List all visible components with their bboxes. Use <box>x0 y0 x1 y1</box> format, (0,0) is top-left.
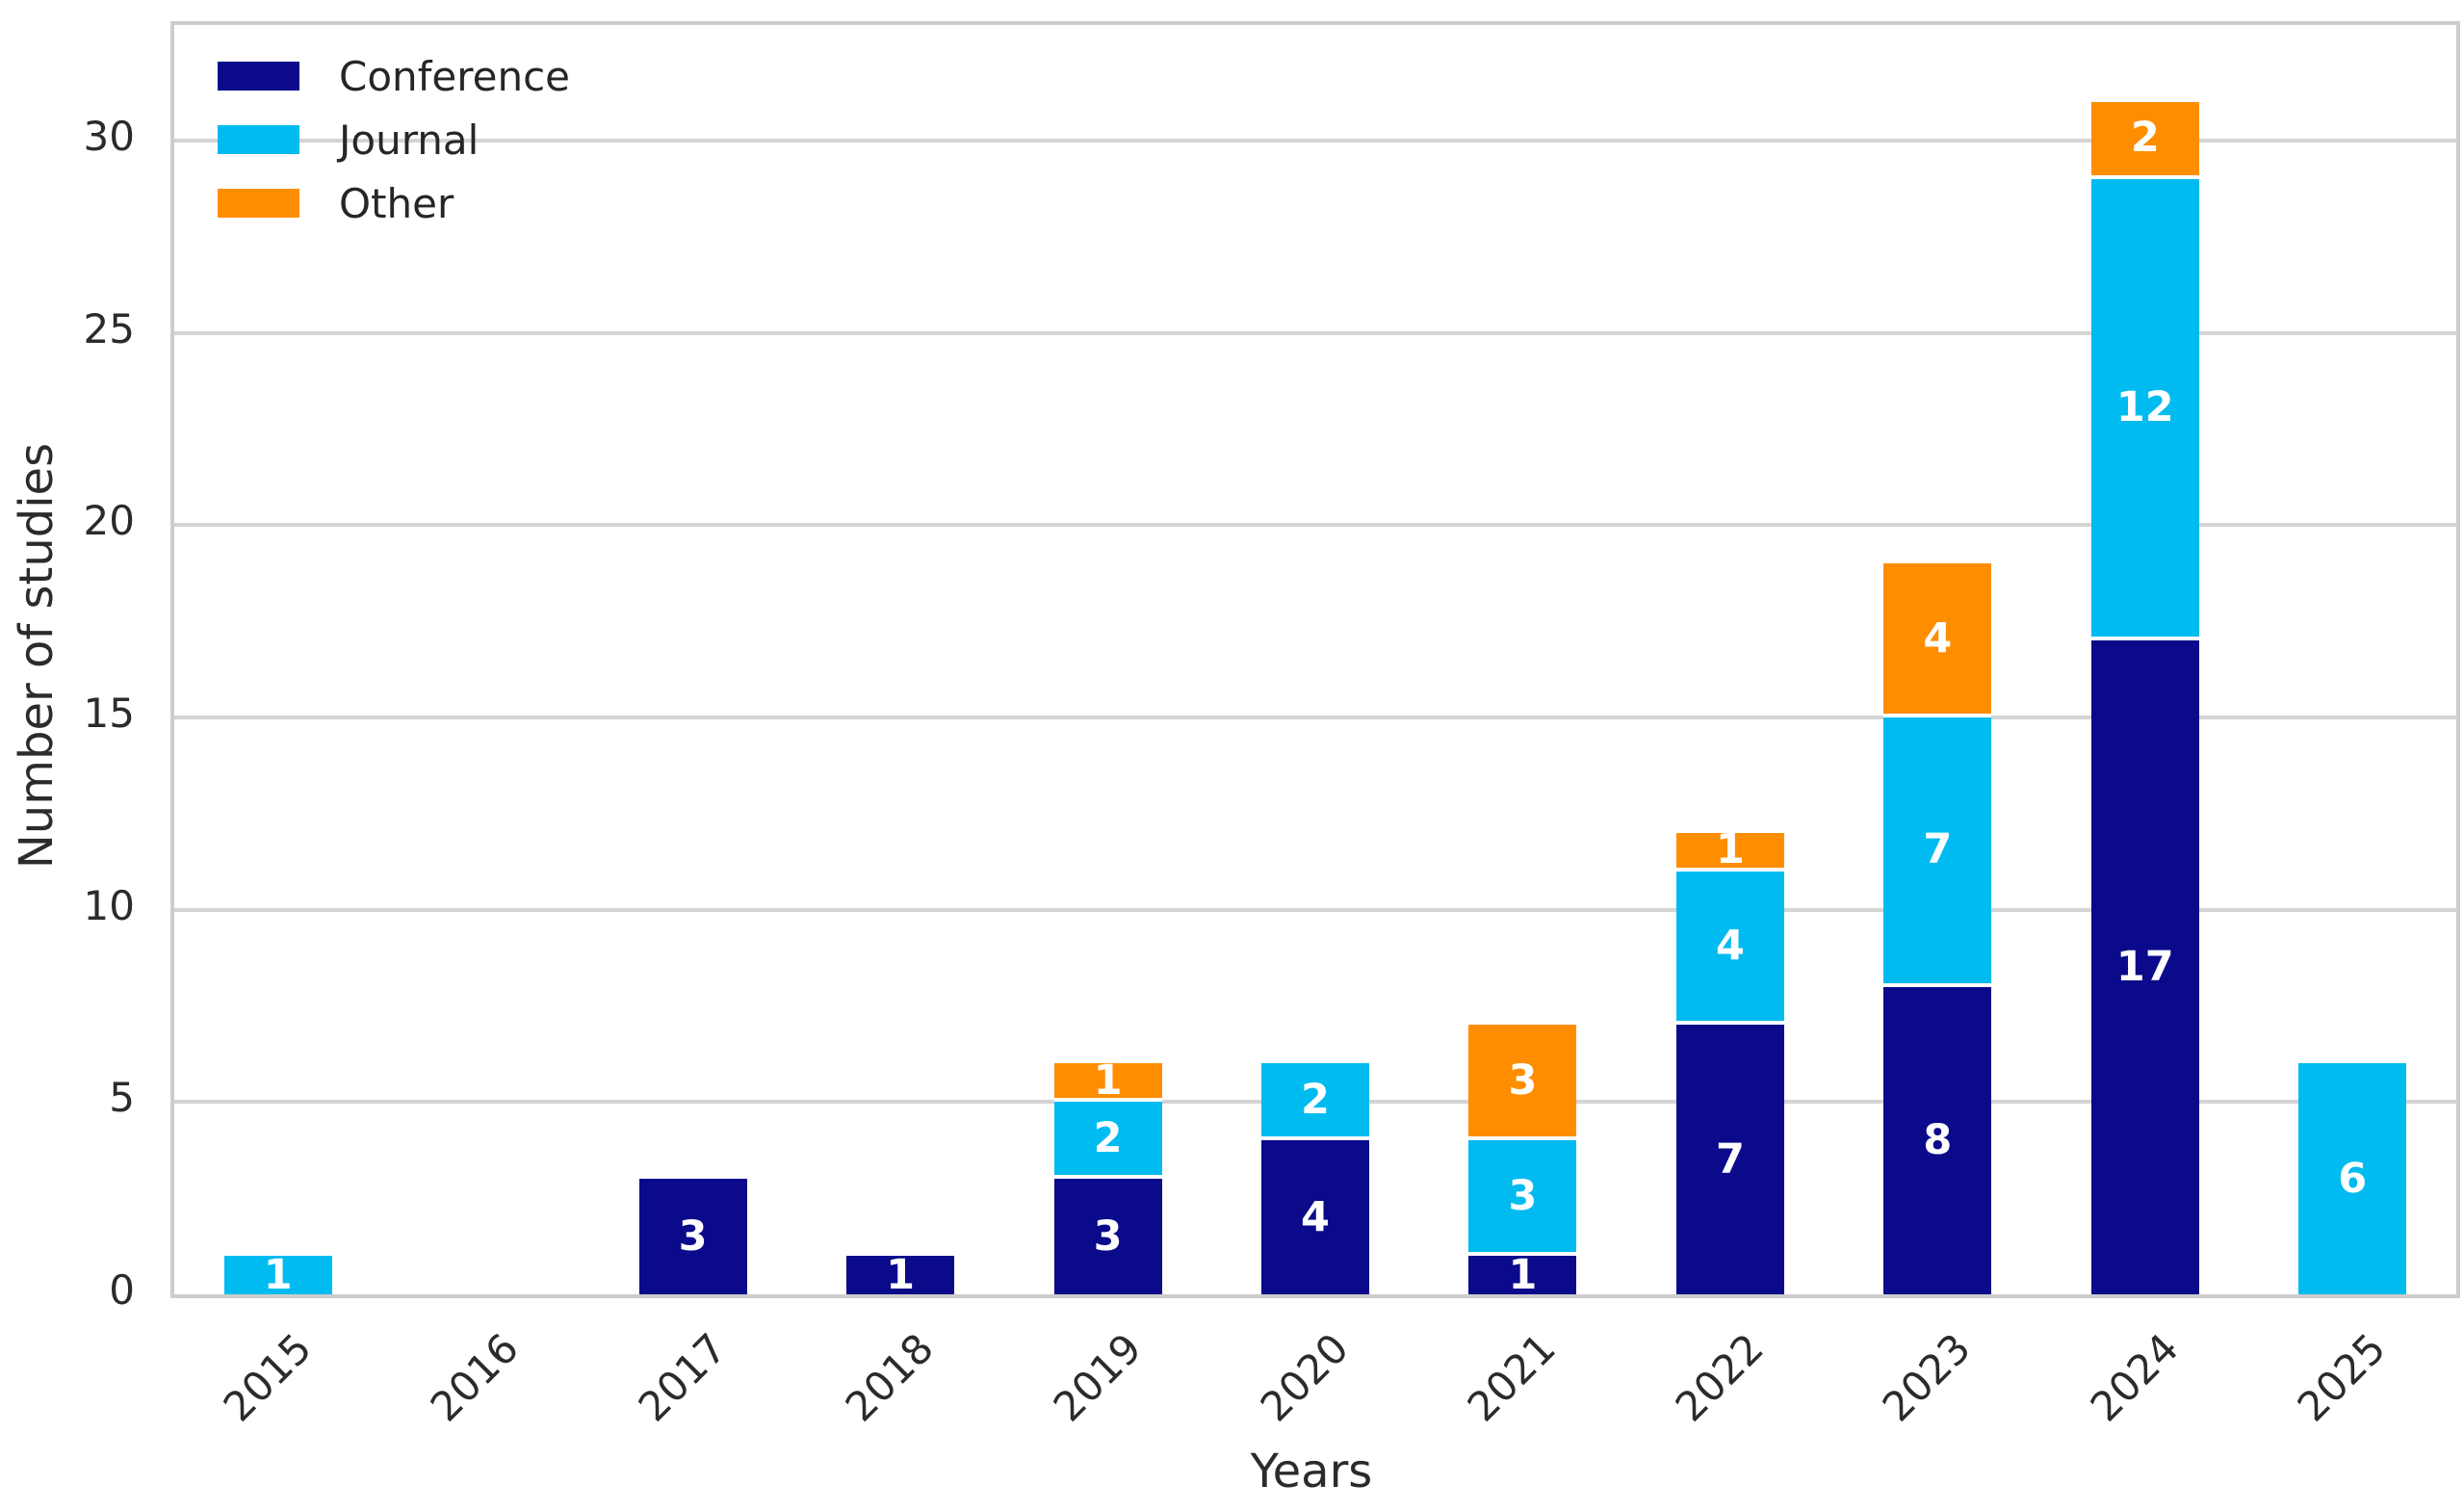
bar-value-label: 8 <box>1923 1115 1953 1164</box>
bar-value-label: 2 <box>1301 1075 1330 1124</box>
x-tick-2021: 2021 <box>1459 1324 1566 1431</box>
bar-2023-journal-segment: 7 <box>1883 716 1992 987</box>
bar-value-label: 4 <box>1301 1192 1330 1241</box>
bar-value-label: 4 <box>1923 613 1953 663</box>
bar-2021-journal-segment: 3 <box>1468 1140 1577 1257</box>
bar-value-label: 1 <box>1093 1055 1123 1105</box>
legend-label-conference: Conference <box>339 52 571 100</box>
bar-value-label: 3 <box>1508 1171 1538 1220</box>
gridline-10 <box>174 907 2456 912</box>
y-tick-20: 20 <box>83 497 135 545</box>
bar-value-label: 1 <box>1715 825 1745 874</box>
bar-value-label: 2 <box>2130 114 2160 163</box>
bar-value-label: 3 <box>678 1211 708 1261</box>
plot-area: 1 3 1 3 2 1 4 2 1 3 3 7 4 1 8 7 4 17 12 2 6 Conference Journa… <box>170 21 2460 1298</box>
bar-value-label: 7 <box>1715 1134 1745 1184</box>
x-tick-2017: 2017 <box>629 1324 736 1431</box>
gridline-30 <box>174 138 2456 143</box>
x-tick-2022: 2022 <box>1666 1324 1773 1431</box>
legend: Conference Journal Other <box>218 44 570 235</box>
bar-2022-journal-segment: 4 <box>1675 871 1784 1026</box>
bar-value-label: 17 <box>2115 943 2174 992</box>
gridline-25 <box>174 330 2456 335</box>
y-tick-25: 25 <box>83 304 135 352</box>
bar-2019-other-segment: 1 <box>1053 1055 1162 1105</box>
legend-swatch-journal <box>218 125 299 154</box>
y-tick-0: 0 <box>109 1266 135 1314</box>
y-tick-10: 10 <box>83 881 135 929</box>
bar-2020-journal-segment: 2 <box>1261 1063 1369 1141</box>
bar-2019-journal-segment: 2 <box>1053 1102 1162 1180</box>
legend-swatch-conference <box>218 62 299 91</box>
legend-item-journal: Journal <box>218 108 570 171</box>
bar-2024-conference-segment: 17 <box>2090 640 2199 1294</box>
bar-2022-conference-segment: 7 <box>1675 1025 1784 1294</box>
bar-value-label: 6 <box>2338 1154 2368 1203</box>
x-tick-2019: 2019 <box>1044 1324 1151 1431</box>
gridline-20 <box>174 523 2456 528</box>
bar-value-label: 1 <box>886 1250 916 1299</box>
bar-value-label: 7 <box>1923 825 1953 874</box>
x-tick-2020: 2020 <box>1251 1324 1358 1431</box>
bar-value-label: 1 <box>263 1250 293 1299</box>
y-tick-5: 5 <box>109 1074 135 1122</box>
legend-swatch-other <box>218 189 299 218</box>
bar-2021-conference-segment: 1 <box>1468 1250 1577 1299</box>
legend-item-other: Other <box>218 171 570 235</box>
bar-2023-conference-segment: 8 <box>1883 986 1992 1294</box>
x-tick-2015: 2015 <box>214 1324 321 1431</box>
bar-2024-other-segment: 2 <box>2090 101 2199 179</box>
bar-value-label: 3 <box>1093 1211 1123 1261</box>
bar-2020-conference-segment: 4 <box>1261 1140 1369 1294</box>
bar-2023-other-segment: 4 <box>1883 563 1992 717</box>
bar-value-label: 12 <box>2115 382 2174 431</box>
bar-2022-other-segment: 1 <box>1675 829 1784 872</box>
bar-2017-conference-segment: 3 <box>638 1179 747 1294</box>
legend-label-journal: Journal <box>339 116 480 164</box>
bar-value-label: 2 <box>1093 1113 1123 1162</box>
legend-label-other: Other <box>339 179 454 227</box>
bar-2015-journal-segment: 1 <box>223 1250 332 1299</box>
bar-2021-other-segment: 3 <box>1468 1025 1577 1141</box>
bar-value-label: 1 <box>1508 1250 1538 1299</box>
y-tick-30: 30 <box>83 112 135 160</box>
x-axis-title: Years <box>1250 1445 1373 1498</box>
gridline-15 <box>174 715 2456 719</box>
x-tick-2025: 2025 <box>2288 1324 2396 1431</box>
bar-value-label: 3 <box>1508 1055 1538 1105</box>
bar-2024-journal-segment: 12 <box>2090 178 2199 641</box>
bar-2025-journal-segment: 6 <box>2298 1063 2407 1294</box>
x-tick-2016: 2016 <box>421 1324 528 1431</box>
legend-item-conference: Conference <box>218 44 570 108</box>
x-tick-2024: 2024 <box>2081 1324 2188 1431</box>
bar-2018-conference-segment: 1 <box>846 1250 955 1299</box>
bar-2019-conference-segment: 3 <box>1053 1179 1162 1294</box>
x-tick-2018: 2018 <box>836 1324 943 1431</box>
x-tick-2023: 2023 <box>1873 1324 1981 1431</box>
y-tick-15: 15 <box>83 689 135 737</box>
bar-value-label: 4 <box>1715 922 1745 971</box>
